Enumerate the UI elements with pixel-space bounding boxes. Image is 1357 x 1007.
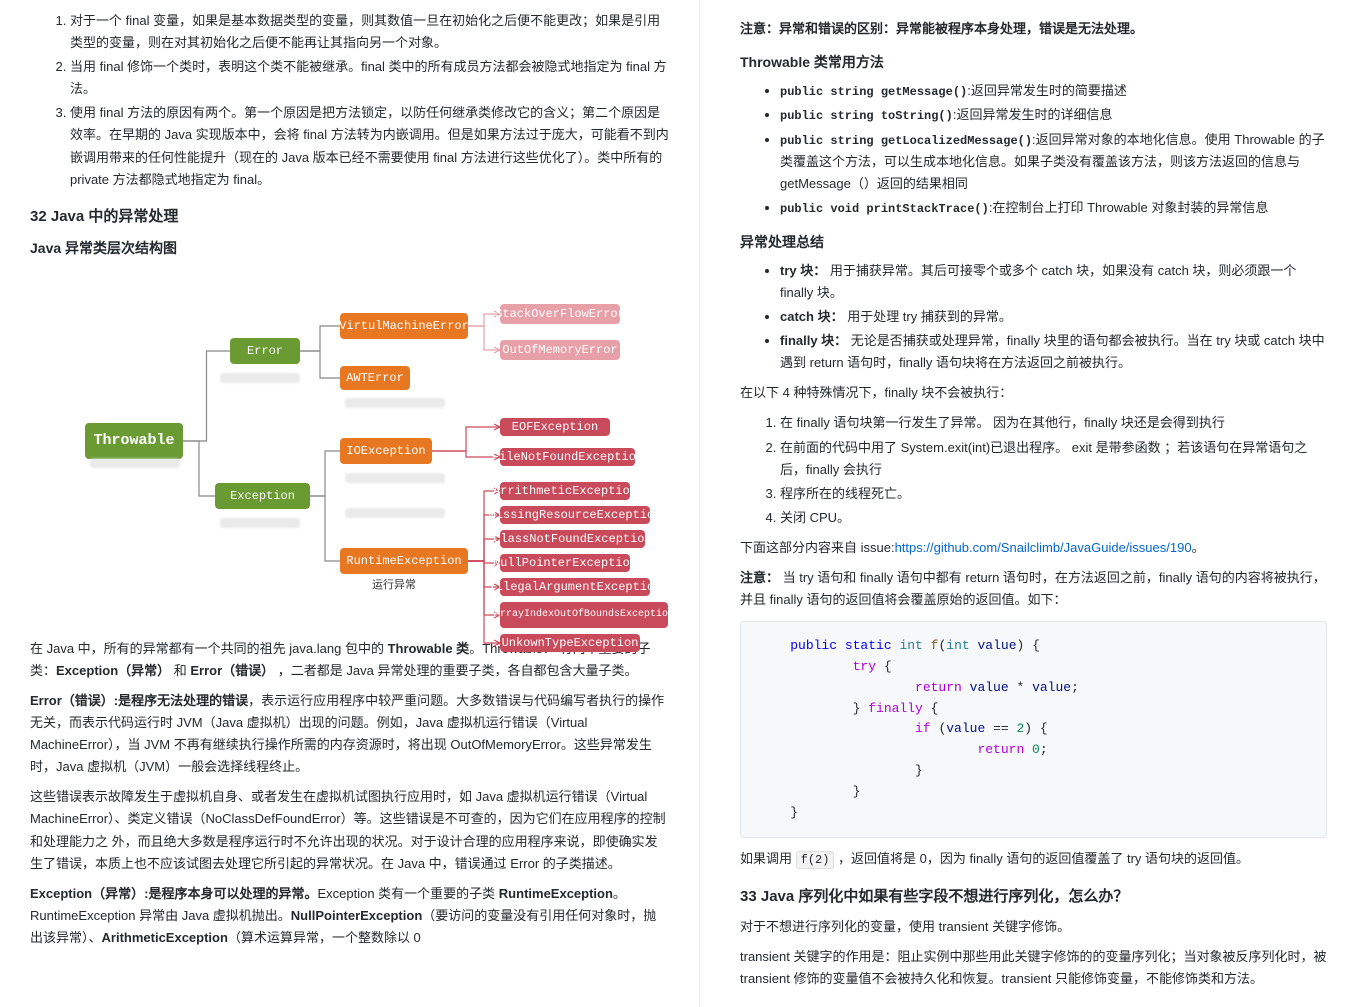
list-item: 在 finally 语句块第一行发生了异常。 因为在其他行，finally 块还… <box>780 412 1327 434</box>
issue-link[interactable]: https://github.com/Snailclimb/JavaGuide/… <box>895 540 1192 555</box>
paragraph: 在以下 4 种特殊情况下，finally 块不会被执行： <box>740 382 1327 404</box>
diagram-box: MissingResourceException <box>500 506 650 524</box>
list-item: 使用 final 方法的原因有两个。第一个原因是把方法锁定，以防任何继承类修改它… <box>70 102 669 190</box>
methods-list: public string getMessage():返回异常发生时的简要描述p… <box>740 80 1327 220</box>
diagram-box: Error <box>230 338 300 364</box>
diagram-box: NullPointerException <box>500 554 630 572</box>
diagram-box: UnkownTypeException <box>500 634 640 652</box>
list-item: catch 块： 用于处理 try 捕获到的异常。 <box>780 306 1327 328</box>
diagram-box: IOException <box>340 438 432 464</box>
list-item: 程序所在的线程死亡。 <box>780 483 1327 505</box>
diagram-box: ArrithmeticException <box>500 482 630 500</box>
list-item: finally 块： 无论是否捕获或处理异常，finally 块里的语句都会被执… <box>780 330 1327 374</box>
diagram-box: VirtulMachineError <box>340 313 468 339</box>
heading-throwable-methods: Throwable 类常用方法 <box>740 52 1327 72</box>
note: 注意： 当 try 语句和 finally 语句中都有 return 语句时，在… <box>740 567 1327 611</box>
list-item: 关闭 CPU。 <box>780 507 1327 529</box>
heading-diagram: Java 异常类层次结构图 <box>30 238 669 258</box>
final-list: 对于一个 final 变量，如果是基本数据类型的变量，则其数值一旦在初始化之后便… <box>30 10 669 191</box>
list-item: public string getLocalizedMessage():返回异常… <box>780 129 1327 196</box>
paragraph: Exception（异常）:是程序本身可以处理的异常。Exception 类有一… <box>30 883 669 949</box>
paragraph: 如果调用 f(2) ，返回值将是 0，因为 finally 语句的返回值覆盖了 … <box>740 848 1327 870</box>
diagram-box: RuntimeException <box>340 548 468 574</box>
paragraph: Error（错误）:是程序无法处理的错误，表示运行应用程序中较严重问题。大多数错… <box>30 690 669 778</box>
paragraph: 对于不想进行序列化的变量，使用 transient 关键字修饰。 <box>740 916 1327 938</box>
heading-summary: 异常处理总结 <box>740 232 1327 252</box>
left-column: 对于一个 final 变量，如果是基本数据类型的变量，则其数值一旦在初始化之后便… <box>0 0 700 1007</box>
diagram-box: OutOfMemoryError <box>500 340 620 360</box>
conditions-list: 在 finally 语句块第一行发生了异常。 因为在其他行，finally 块还… <box>740 412 1327 528</box>
paragraph: 下面这部分内容来自 issue:https://github.com/Snail… <box>740 537 1327 559</box>
diagram-box: IllegalArgumentException <box>500 578 650 596</box>
code-block: public static int f(int value) { try { r… <box>740 621 1327 838</box>
diagram-box: ArrayIndexOutOfBoundsException <box>500 602 668 628</box>
diagram-box: EOFException <box>500 418 610 436</box>
diagram-box: AWTError <box>340 366 410 390</box>
list-item: 在前面的代码中用了 System.exit(int)已退出程序。 exit 是带… <box>780 437 1327 481</box>
list-item: 对于一个 final 变量，如果是基本数据类型的变量，则其数值一旦在初始化之后便… <box>70 10 669 54</box>
diagram-box: ClassNotFoundException <box>500 530 645 548</box>
diagram-box: FileNotFoundException <box>500 448 635 466</box>
list-item: public void printStackTrace():在控制台上打印 Th… <box>780 197 1327 219</box>
list-item: 当用 final 修饰一个类时，表明这个类不能被继承。final 类中的所有成员… <box>70 56 669 100</box>
heading-33: 33 Java 序列化中如果有些字段不想进行序列化，怎么办？ <box>740 885 1327 906</box>
diagram-box: Throwable <box>85 423 183 459</box>
right-column: 注意：异常和错误的区别：异常能被程序本身处理，错误是无法处理。 Throwabl… <box>700 0 1357 1007</box>
paragraph: transient 关键字的作用是：阻止实例中那些用此关键字修饰的的变量序列化；… <box>740 946 1327 990</box>
list-item: try 块： 用于捕获异常。其后可接零个或多个 catch 块，如果没有 cat… <box>780 260 1327 304</box>
diagram-box: StackOverFlowError <box>500 304 620 324</box>
paragraph: 这些错误表示故障发生于虚拟机自身、或者发生在虚拟机试图执行应用时，如 Java … <box>30 786 669 874</box>
summary-list: try 块： 用于捕获异常。其后可接零个或多个 catch 块，如果没有 cat… <box>740 260 1327 374</box>
inline-code: f(2) <box>796 851 835 869</box>
note: 注意：异常和错误的区别：异常能被程序本身处理，错误是无法处理。 <box>740 18 1327 40</box>
diagram-box: Exception <box>215 483 310 509</box>
heading-32: 32 Java 中的异常处理 <box>30 205 669 226</box>
list-item: public string getMessage():返回异常发生时的简要描述 <box>780 80 1327 102</box>
exception-hierarchy-diagram: Throwable Error Exception VirtulMachineErro… <box>30 268 670 628</box>
list-item: public string toString():返回异常发生时的详细信息 <box>780 104 1327 126</box>
